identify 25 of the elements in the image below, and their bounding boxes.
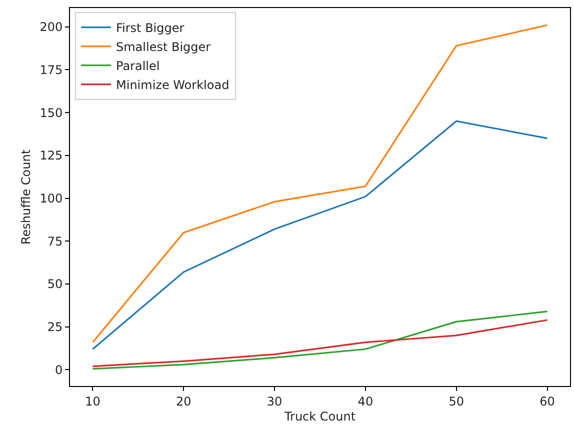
y-tick-label: 175 xyxy=(40,62,63,77)
x-tick-label: 20 xyxy=(176,394,192,408)
y-tick-label: 50 xyxy=(47,277,63,292)
y-tick-label: 125 xyxy=(40,148,63,163)
y-tick-label: 25 xyxy=(47,320,63,334)
x-tick-label: 40 xyxy=(358,394,374,408)
y-tick-label: 200 xyxy=(40,20,63,34)
legend-label: Parallel xyxy=(116,58,160,73)
x-tick-label: 10 xyxy=(85,394,100,408)
y-tick-label: 75 xyxy=(47,234,63,248)
legend-label: First Bigger xyxy=(116,20,184,35)
x-tick-label: 60 xyxy=(540,394,555,408)
x-tick-label: 30 xyxy=(266,394,282,408)
legend-label: Minimize Workload xyxy=(116,78,230,92)
line-series xyxy=(92,310,548,370)
line-series xyxy=(92,24,548,344)
x-tick-label: 50 xyxy=(448,394,464,408)
y-tick-label: 0 xyxy=(54,362,63,377)
x-axis-title: Truck Count xyxy=(283,409,356,424)
y-tick-label: 150 xyxy=(40,106,63,120)
y-axis-title: Reshuffle Count xyxy=(18,149,33,245)
legend-label: Smallest Bigger xyxy=(116,40,211,54)
line-series xyxy=(92,120,548,350)
y-tick-label: 100 xyxy=(40,191,63,206)
line-series xyxy=(92,319,548,368)
